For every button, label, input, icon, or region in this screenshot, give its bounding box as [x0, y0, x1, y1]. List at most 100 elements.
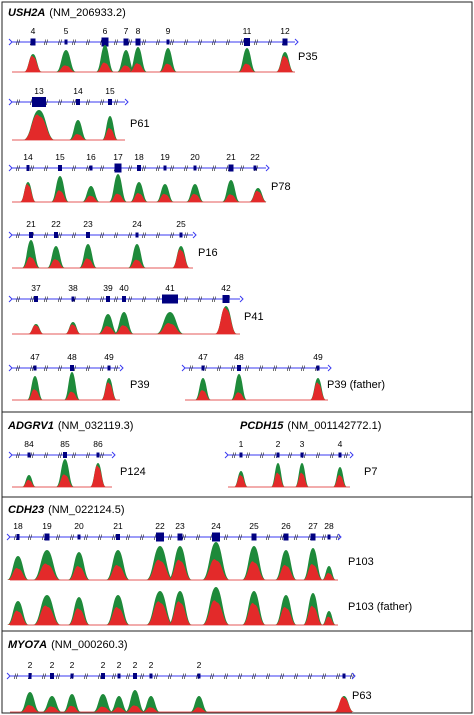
green-peak: [114, 312, 134, 334]
break-mark: //: [28, 535, 32, 542]
exon-box: [135, 232, 139, 238]
track-p35: ////////////////////////////////////////…: [8, 26, 318, 73]
break-mark: //: [44, 233, 48, 240]
exon-number: 2: [28, 660, 33, 670]
exon-box: [122, 296, 126, 302]
red-peak: [202, 559, 230, 580]
exon-number: 26: [281, 521, 291, 531]
exon-number: 18: [134, 152, 144, 162]
gene-name: MYO7A: [8, 639, 47, 651]
break-mark: //: [16, 100, 20, 107]
gene-name: ADGRV1: [7, 420, 54, 432]
exon-box: [149, 673, 153, 679]
exon-box: [34, 296, 38, 302]
break-mark: //: [44, 40, 48, 47]
red-peak: [142, 707, 160, 712]
red-peak: [186, 193, 204, 202]
green-peak: [106, 550, 130, 580]
green-peak: [238, 48, 256, 72]
break-mark: //: [231, 366, 235, 373]
exon-box: [26, 165, 30, 171]
panel-title: CDH23 (NM_022124.5): [8, 504, 125, 516]
exon-number: 48: [67, 352, 77, 362]
exon-box: [239, 452, 243, 458]
green-peak: [47, 246, 65, 268]
break-mark: //: [86, 453, 90, 460]
sample-label: P103: [348, 556, 374, 568]
red-peak: [22, 479, 36, 487]
red-peak: [322, 616, 336, 625]
red-peak: [23, 114, 55, 140]
break-mark: //: [170, 40, 174, 47]
panel-frame: [1, 630, 473, 714]
exon-number: 86: [93, 439, 103, 449]
green-peak: [110, 696, 128, 712]
arrow-left: [8, 231, 13, 239]
break-mark: //: [100, 366, 104, 373]
arrow-left: [224, 451, 229, 459]
red-peak: [275, 565, 297, 580]
red-peak: [93, 706, 113, 712]
break-mark: //: [198, 40, 202, 47]
exon-box: [116, 534, 120, 540]
break-mark: //: [238, 535, 242, 542]
exon-number: 2: [101, 660, 106, 670]
break-mark: //: [128, 40, 132, 47]
break-mark: //: [72, 453, 76, 460]
break-mark: //: [238, 674, 242, 681]
red-peak: [109, 193, 127, 202]
break-mark: //: [56, 535, 60, 542]
red-peak: [190, 707, 208, 712]
red-peak: [202, 600, 230, 625]
exon-number: 11: [243, 26, 252, 36]
exon-box: [244, 38, 250, 46]
red-peak: [238, 63, 256, 72]
break-mark: //: [240, 40, 244, 47]
break-mark: //: [259, 366, 263, 373]
arrow-right: [124, 98, 129, 106]
sample-label: P35: [298, 51, 318, 63]
break-mark: //: [100, 100, 104, 107]
red-peak: [20, 184, 36, 202]
green-peak: [322, 566, 336, 580]
break-mark: //: [42, 674, 46, 681]
exon-box: [76, 99, 80, 105]
exon-box: [300, 452, 304, 458]
exon-number: 4: [338, 439, 343, 449]
break-mark: //: [128, 166, 132, 173]
track-p124: // // // // // // // 84 85 86 P124: [8, 439, 146, 488]
break-mark: //: [344, 453, 348, 460]
sample-label: P39: [130, 379, 150, 391]
exon-box: [27, 452, 31, 458]
exon-number: 84: [24, 439, 34, 449]
break-mark: //: [308, 674, 312, 681]
track-p41: ////////////////////////////////37383940…: [8, 283, 264, 335]
green-peak: [56, 50, 76, 72]
arrow-left: [181, 364, 186, 372]
red-peak: [33, 605, 61, 625]
red-peak: [27, 389, 43, 400]
red-peak: [146, 559, 174, 580]
break-mark: //: [288, 453, 292, 460]
gene-name: PCDH15: [240, 420, 284, 432]
break-mark: //: [210, 674, 214, 681]
track-p103: P103 (father): [7, 587, 412, 626]
green-peak: [156, 184, 174, 202]
break-mark: //: [58, 100, 62, 107]
red-peak: [68, 608, 90, 625]
break-mark: //: [302, 453, 306, 460]
green-peak: [231, 374, 247, 400]
exon-box: [327, 534, 331, 540]
arrow-left: [8, 451, 13, 459]
break-mark: //: [14, 535, 18, 542]
green-peak: [98, 314, 118, 334]
green-peak: [56, 459, 74, 487]
arrow-right: [349, 451, 354, 459]
break-mark: //: [154, 674, 158, 681]
red-peak: [168, 559, 192, 580]
exon-number: 12: [280, 26, 290, 36]
red-peak: [22, 256, 40, 268]
accession: (NM_001142772.1): [287, 420, 381, 432]
arrow-right: [294, 38, 299, 46]
